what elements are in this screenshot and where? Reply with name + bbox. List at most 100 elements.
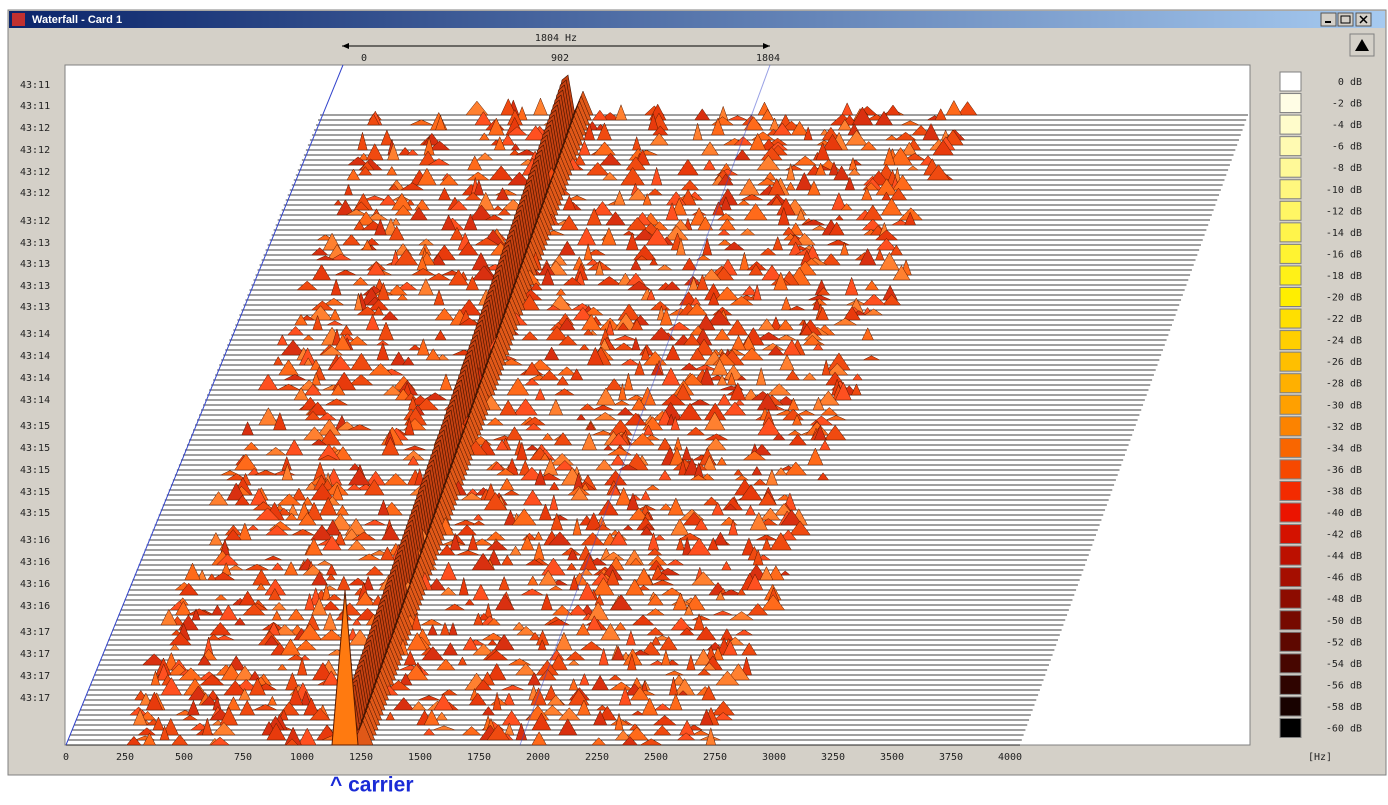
time-label: 43:15 [20,465,50,476]
x-axis-label: 1750 [467,752,491,763]
x-axis-label: 1000 [290,752,314,763]
top-scale-label: 902 [551,53,569,64]
legend-swatch [1280,180,1301,199]
legend-label: -20 dB [1326,293,1362,304]
x-axis-label: 2500 [644,752,668,763]
time-label: 43:16 [20,579,50,590]
legend-label: -6 dB [1332,142,1362,153]
x-axis-label: 3250 [821,752,845,763]
legend-label: -56 dB [1326,680,1362,691]
x-axis-label: 1250 [349,752,373,763]
legend-swatch [1280,568,1301,587]
legend-label: -58 dB [1326,702,1362,713]
legend-swatch [1280,158,1301,177]
time-label: 43:13 [20,259,50,270]
legend-label: -44 dB [1326,551,1362,562]
legend-swatch [1280,288,1301,307]
legend-label: 0 dB [1338,77,1362,88]
x-axis-label: 250 [116,752,134,763]
legend-swatch [1280,309,1301,328]
legend-label: -14 dB [1326,228,1362,239]
legend-label: -48 dB [1326,594,1362,605]
time-label: 43:17 [20,693,50,704]
time-label: 43:12 [20,167,50,178]
x-axis-unit: [Hz] [1308,752,1332,763]
legend-label: -12 dB [1326,206,1362,217]
legend-label: -34 dB [1326,443,1362,454]
legend-swatch [1280,395,1301,414]
legend-swatch [1280,546,1301,565]
legend-swatch [1280,654,1301,673]
time-label: 43:15 [20,487,50,498]
time-label: 43:14 [20,351,50,362]
legend-swatch [1280,589,1301,608]
time-label: 43:15 [20,421,50,432]
time-label: 43:11 [20,80,50,91]
x-axis-label: 3000 [762,752,786,763]
legend-swatch [1280,460,1301,479]
waterfall-window: Waterfall - Card 1 1804 Hz ^ carrier 090… [0,0,1388,801]
title-bar [9,11,1385,28]
legend-label: -10 dB [1326,185,1362,196]
legend-swatch [1280,266,1301,285]
legend-label: -16 dB [1326,249,1362,260]
legend-swatch [1280,697,1301,716]
legend-swatch [1280,611,1301,630]
legend-swatch [1280,481,1301,500]
legend-label: -46 dB [1326,573,1362,584]
span-label: 1804 Hz [535,33,577,44]
legend-swatch [1280,72,1301,91]
legend-label: -4 dB [1332,120,1362,131]
top-scale-label: 0 [361,53,367,64]
legend-label: -38 dB [1326,486,1362,497]
time-label: 43:13 [20,281,50,292]
carrier-annotation: ^ carrier [330,774,414,797]
legend-label: -32 dB [1326,422,1362,433]
time-label: 43:13 [20,238,50,249]
time-label: 43:14 [20,329,50,340]
time-label: 43:17 [20,649,50,660]
legend-swatch [1280,632,1301,651]
legend-label: -54 dB [1326,659,1362,670]
legend-swatch [1280,137,1301,156]
maximize-button[interactable] [1338,13,1353,26]
time-label: 43:15 [20,508,50,519]
legend-swatch [1280,719,1301,738]
time-label: 43:15 [20,443,50,454]
x-axis-label: 2250 [585,752,609,763]
legend-swatch [1280,244,1301,263]
time-label: 43:17 [20,671,50,682]
legend-label: -2 dB [1332,99,1362,110]
x-axis-label: 500 [175,752,193,763]
minimize-button[interactable] [1321,13,1336,26]
window-controls[interactable] [1321,13,1371,26]
legend-swatch [1280,374,1301,393]
time-label: 43:12 [20,216,50,227]
x-axis-label: 3500 [880,752,904,763]
x-axis-label: 0 [63,752,69,763]
legend-swatch [1280,223,1301,242]
time-label: 43:12 [20,145,50,156]
time-label: 43:16 [20,535,50,546]
x-axis-label: 4000 [998,752,1022,763]
legend-swatch [1280,525,1301,544]
top-scale-label: 1804 [756,53,780,64]
x-axis-label: 750 [234,752,252,763]
legend-label: -36 dB [1326,465,1362,476]
time-label: 43:16 [20,557,50,568]
legend-swatch [1280,201,1301,220]
time-label: 43:16 [20,601,50,612]
x-axis-label: 2750 [703,752,727,763]
time-label: 43:14 [20,395,50,406]
legend-swatch [1280,94,1301,113]
legend-swatch [1280,352,1301,371]
legend-swatch [1280,417,1301,436]
legend-swatch [1280,675,1301,694]
legend-label: -18 dB [1326,271,1362,282]
legend-label: -60 dB [1326,724,1362,735]
time-label: 43:17 [20,627,50,638]
x-axis-label: 2000 [526,752,550,763]
time-label: 43:12 [20,188,50,199]
x-axis-label: 3750 [939,752,963,763]
time-label: 43:13 [20,302,50,313]
